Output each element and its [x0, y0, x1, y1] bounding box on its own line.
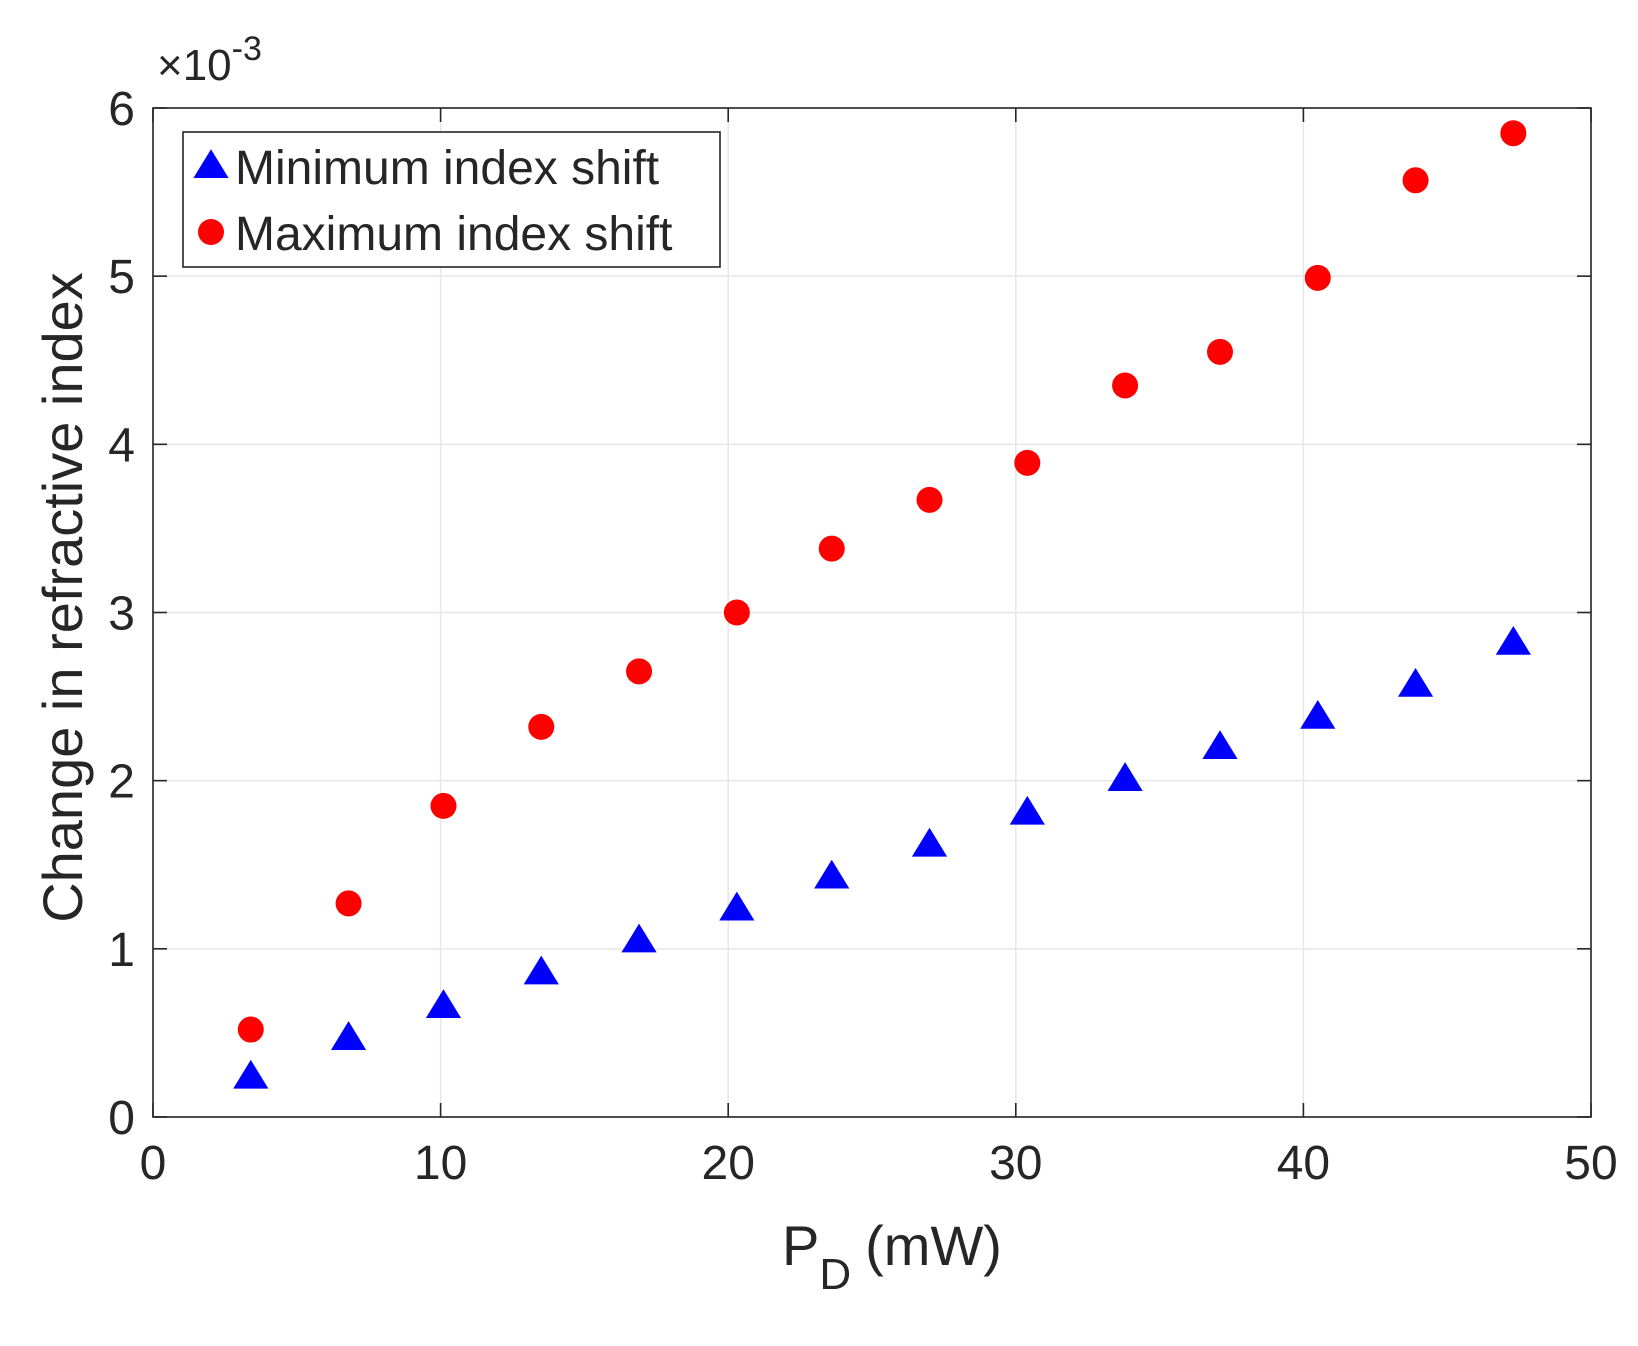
x-tick-label: 30 [989, 1137, 1042, 1190]
x-tick-label: 10 [414, 1137, 467, 1190]
series-minimum [233, 625, 1531, 1089]
min-shift-point [911, 827, 948, 857]
y-axis-label: Change in refractive index [31, 272, 94, 923]
legend: Minimum index shift Maximum index shift [182, 131, 721, 268]
max-shift-point [1112, 372, 1139, 399]
y-tick-label: 5 [108, 251, 135, 304]
legend-label: Minimum index shift [235, 142, 659, 195]
max-shift-point [818, 535, 845, 562]
legend-triangle-icon [193, 149, 229, 178]
x-tick-label: 50 [1564, 1137, 1617, 1190]
min-shift-point [233, 1059, 269, 1089]
max-shift-point [723, 599, 750, 626]
y-tick-label: 1 [108, 924, 135, 977]
y-tick-label: 4 [108, 419, 135, 472]
min-shift-point [330, 1021, 367, 1050]
min-shift-point [1107, 762, 1143, 791]
x-axis-label: PD (mW) [782, 1214, 1002, 1299]
y-tick-label: 0 [108, 1092, 135, 1145]
min-shift-point [621, 923, 657, 953]
min-shift-point [1397, 668, 1434, 697]
y-tick-label: 6 [108, 83, 135, 136]
min-shift-point [1009, 795, 1045, 825]
x-label-main: P [782, 1214, 819, 1277]
max-shift-point [626, 658, 653, 685]
legend-box [182, 131, 721, 268]
x-tick-label: 0 [140, 1137, 167, 1190]
max-shift-point [1500, 120, 1527, 147]
max-shift-point [916, 486, 943, 513]
y-exponent-power: -3 [232, 30, 262, 68]
data-markers [233, 120, 1531, 1089]
series-maximum [237, 120, 1527, 1043]
min-shift-point [425, 989, 462, 1019]
min-shift-point [523, 955, 559, 985]
max-shift-point [1402, 167, 1429, 194]
y-exponent-prefix: ×10 [157, 41, 232, 90]
y-axis-exponent: ×10-3 [157, 30, 262, 90]
max-shift-point [1206, 338, 1233, 365]
max-shift-point [335, 890, 362, 917]
y-tick-label: 2 [108, 756, 135, 809]
x-label-subscript: D [819, 1250, 851, 1299]
x-tick-label: 40 [1277, 1137, 1330, 1190]
y-tick-label: 3 [108, 588, 135, 641]
max-shift-point [528, 713, 555, 740]
max-shift-point [430, 792, 457, 819]
min-shift-point [1202, 730, 1238, 760]
legend-label: Maximum index shift [235, 208, 672, 261]
min-shift-point [719, 891, 755, 921]
x-label-unit: (mW) [865, 1214, 1002, 1277]
max-shift-point [1304, 264, 1331, 291]
max-shift-point [1014, 449, 1041, 476]
x-tick-label: 20 [702, 1137, 755, 1190]
min-shift-point [1495, 625, 1531, 655]
min-shift-point [1300, 699, 1336, 729]
axis-ticks: 0 10 20 30 40 50 0 1 2 3 4 5 6 [108, 83, 1617, 1190]
legend-circle-icon [198, 219, 224, 245]
max-shift-point [237, 1016, 264, 1043]
min-shift-point [814, 859, 850, 889]
